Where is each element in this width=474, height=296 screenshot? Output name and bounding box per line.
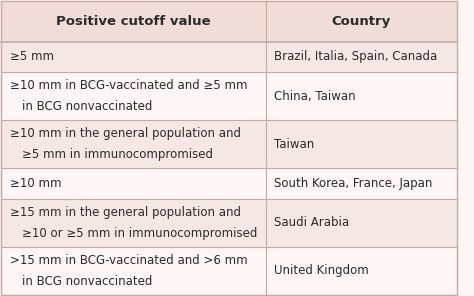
Text: ≥10 or ≥5 mm in immunocompromised: ≥10 or ≥5 mm in immunocompromised (22, 227, 258, 240)
Text: ≥10 mm: ≥10 mm (9, 177, 61, 190)
Text: China, Taiwan: China, Taiwan (274, 90, 356, 103)
Text: >15 mm in BCG-vaccinated and >6 mm: >15 mm in BCG-vaccinated and >6 mm (9, 254, 247, 267)
Text: Saudi Arabia: Saudi Arabia (274, 216, 349, 229)
FancyBboxPatch shape (1, 1, 265, 41)
FancyBboxPatch shape (265, 41, 457, 73)
Text: Positive cutoff value: Positive cutoff value (56, 15, 211, 28)
Text: Country: Country (332, 15, 391, 28)
Text: ≥15 mm in the general population and: ≥15 mm in the general population and (9, 206, 241, 219)
FancyBboxPatch shape (1, 199, 265, 247)
FancyBboxPatch shape (265, 247, 457, 295)
FancyBboxPatch shape (265, 1, 457, 41)
FancyBboxPatch shape (265, 120, 457, 168)
Text: ≥5 mm: ≥5 mm (9, 50, 54, 63)
FancyBboxPatch shape (1, 247, 265, 295)
FancyBboxPatch shape (1, 41, 265, 73)
FancyBboxPatch shape (265, 73, 457, 120)
Text: ≥10 mm in BCG-vaccinated and ≥5 mm: ≥10 mm in BCG-vaccinated and ≥5 mm (9, 79, 247, 92)
Text: ≥10 mm in the general population and: ≥10 mm in the general population and (9, 127, 241, 140)
FancyBboxPatch shape (265, 199, 457, 247)
Text: Taiwan: Taiwan (274, 138, 314, 151)
FancyBboxPatch shape (1, 120, 265, 168)
Text: in BCG nonvaccinated: in BCG nonvaccinated (22, 100, 153, 113)
Text: United Kingdom: United Kingdom (274, 264, 369, 277)
FancyBboxPatch shape (1, 168, 265, 199)
Text: in BCG nonvaccinated: in BCG nonvaccinated (22, 275, 153, 288)
FancyBboxPatch shape (1, 73, 265, 120)
FancyBboxPatch shape (265, 168, 457, 199)
Text: South Korea, France, Japan: South Korea, France, Japan (274, 177, 432, 190)
Text: ≥5 mm in immunocompromised: ≥5 mm in immunocompromised (22, 148, 213, 161)
Text: Brazil, Italia, Spain, Canada: Brazil, Italia, Spain, Canada (274, 50, 437, 63)
